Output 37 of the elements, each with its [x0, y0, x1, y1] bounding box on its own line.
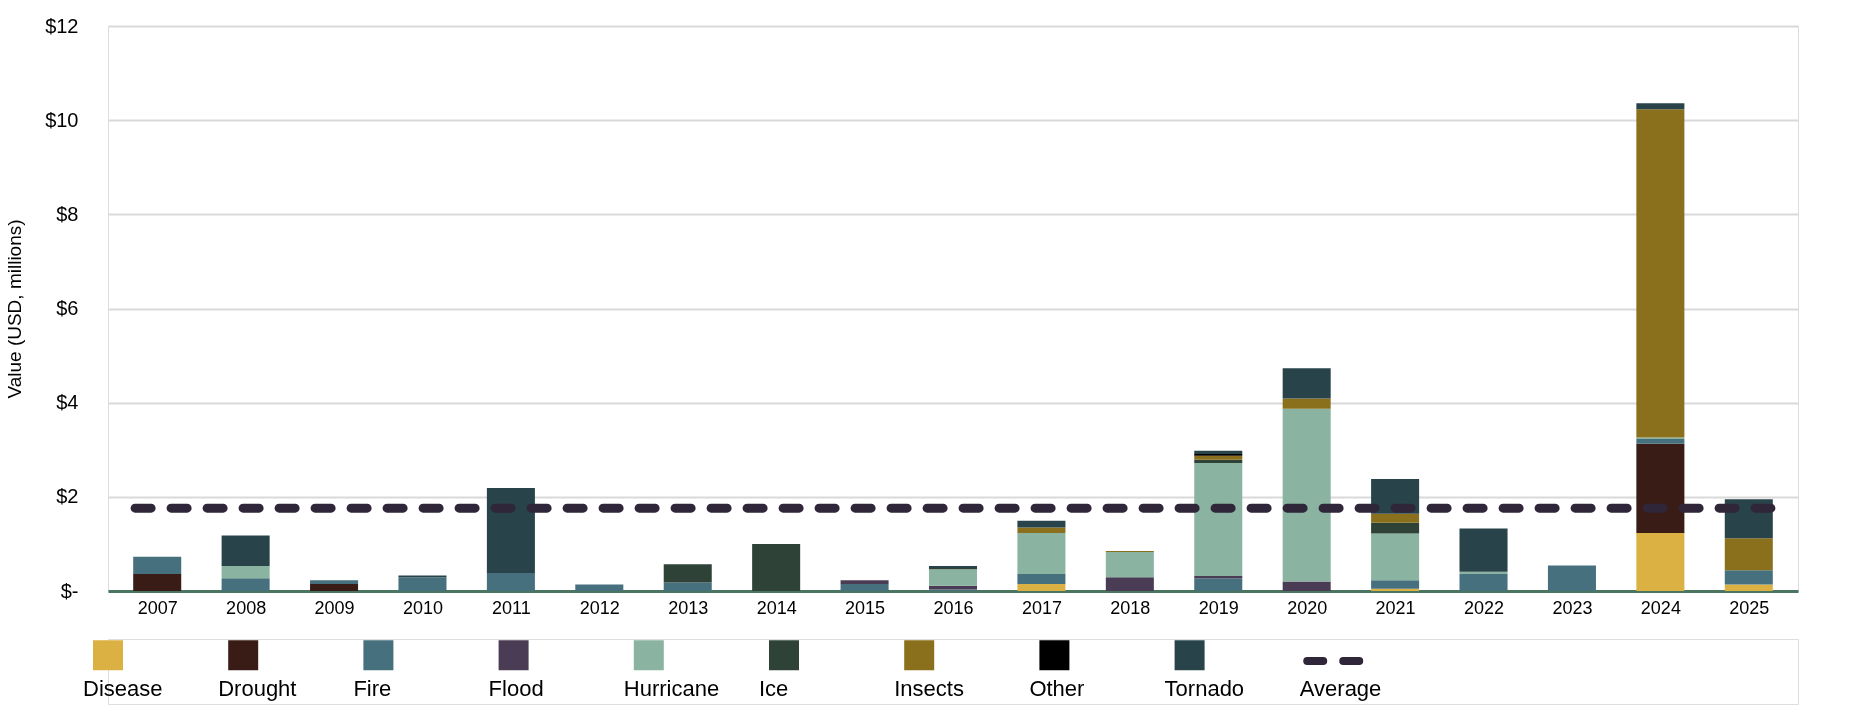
x-tick-label: 2013 — [668, 597, 709, 618]
x-tick-label: 2009 — [314, 597, 355, 618]
x-tick-label: 2014 — [756, 597, 797, 618]
legend-label: Disease — [83, 676, 163, 701]
x-tick-label: 2018 — [1110, 597, 1151, 618]
x-tick-label: 2007 — [137, 597, 178, 618]
x-tick-label: 2021 — [1375, 597, 1416, 618]
x-tick-label: 2024 — [1640, 597, 1681, 618]
x-tick-label: 2008 — [226, 597, 267, 618]
y-tick-label: $10 — [45, 108, 79, 131]
y-tick-label: $6 — [56, 297, 79, 319]
y-axis-title: Value (USD, millions) — [4, 219, 26, 399]
y-tick-label: $8 — [56, 202, 79, 225]
legend-label: Fire — [353, 676, 392, 701]
x-tick-label: 2019 — [1198, 597, 1239, 618]
x-tick-label: 2022 — [1464, 597, 1505, 618]
legend-label: Other — [1029, 676, 1085, 701]
x-tick-label: 2020 — [1287, 597, 1328, 618]
legend-label: Hurricane — [623, 676, 720, 701]
legend-label: Drought — [218, 676, 297, 701]
x-tick-label: 2023 — [1552, 597, 1593, 618]
y-tick-label: $- — [60, 579, 79, 602]
y-tick-label: $2 — [56, 485, 79, 508]
legend-label: Insects — [894, 676, 964, 701]
x-tick-label: 2015 — [845, 597, 886, 618]
legend-label: Ice — [759, 676, 789, 701]
legend-label: Tornado — [1164, 676, 1245, 701]
x-tick-label: 2011 — [492, 597, 531, 618]
x-tick-label: 2016 — [933, 597, 974, 618]
x-tick-label: 2010 — [402, 597, 443, 618]
y-tick-label: $12 — [45, 14, 79, 37]
x-tick-label: 2012 — [579, 597, 620, 618]
legend-label: Flood — [488, 676, 544, 701]
legend-label: Average — [1299, 676, 1382, 701]
x-tick-label: 2025 — [1729, 597, 1770, 618]
y-tick-label: $4 — [56, 391, 79, 414]
x-tick-label: 2017 — [1021, 597, 1062, 618]
